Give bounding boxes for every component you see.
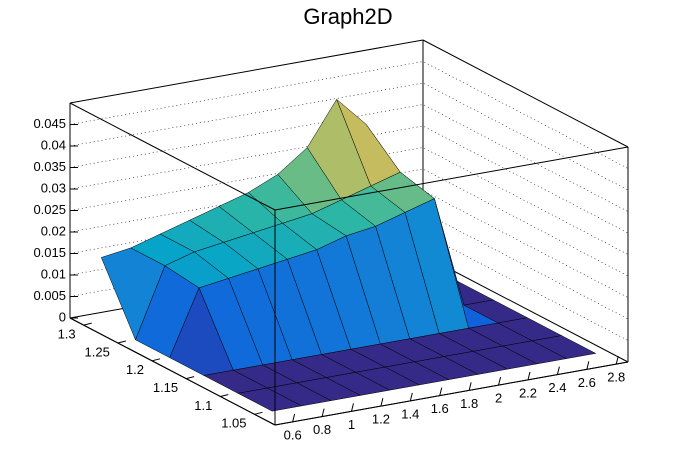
grid-line <box>69 61 629 169</box>
z-tick-label: 0.03 <box>41 180 66 195</box>
x-tick-label: 2.8 <box>607 370 625 385</box>
y-tick <box>186 376 195 380</box>
grid-line <box>69 125 629 234</box>
x-tick-label: 1.4 <box>401 406 419 421</box>
z-tick-label: 0.01 <box>41 266 66 281</box>
x-tick-label: 1.8 <box>460 396 478 411</box>
z-tick-label: 0.015 <box>33 245 66 260</box>
grid-line <box>69 211 629 320</box>
box-edge <box>69 102 276 211</box>
y-tick <box>254 411 263 415</box>
x-tick <box>527 371 531 380</box>
x-tick <box>615 355 619 365</box>
y-tick-label: 1.05 <box>221 416 246 431</box>
x-tick-label: 0.6 <box>284 427 302 442</box>
x-tick <box>556 366 560 375</box>
x-tick-label: 2.6 <box>578 375 596 390</box>
x-tick <box>350 403 354 412</box>
surface-cell <box>237 387 303 412</box>
y-axis <box>69 317 276 426</box>
x-tick <box>586 361 590 370</box>
x-axis <box>274 361 629 426</box>
y-tick-label: 1.2 <box>126 362 144 377</box>
y-tick-label: 1.3 <box>58 327 76 342</box>
grid-line <box>69 82 629 191</box>
x-tick-label: 0.8 <box>313 422 331 437</box>
y-tick-label: 1.25 <box>85 344 110 359</box>
x-tick-label: 1.2 <box>372 412 390 427</box>
x-tick-label: 1.6 <box>431 401 449 416</box>
z-tick-label: 0.04 <box>41 137 66 152</box>
y-tick-label: 1.1 <box>194 398 212 413</box>
grid-line <box>69 190 629 298</box>
grid-line <box>69 254 629 363</box>
box-edge <box>422 39 629 148</box>
grid-line <box>69 104 629 212</box>
grid-line <box>69 147 629 255</box>
y-tick <box>83 322 92 326</box>
y-tick <box>117 340 126 344</box>
chart-title: Graph2D <box>303 4 392 29</box>
x-tick-label: 1 <box>348 417 355 432</box>
x-tick <box>292 413 296 422</box>
y-tick <box>220 393 229 397</box>
x-tick-label: 2 <box>495 391 502 406</box>
x-tick <box>468 382 472 391</box>
grid-line <box>69 168 629 277</box>
z-tick-label: 0 <box>59 309 66 324</box>
z-tick-label: 0.035 <box>33 159 66 174</box>
z-tick-label: 0.005 <box>33 288 66 303</box>
x-tick-label: 2.2 <box>519 385 537 400</box>
y-tick-label: 1.15 <box>153 380 178 395</box>
box-edge <box>274 146 629 211</box>
x-tick <box>380 397 384 407</box>
z-tick-label: 0.02 <box>41 223 66 238</box>
z-tick-label: 0.045 <box>33 116 66 131</box>
box-edge <box>69 39 424 104</box>
x-tick <box>409 392 413 401</box>
x-tick <box>498 376 502 386</box>
box-edge <box>422 254 629 363</box>
y-tick <box>151 358 161 362</box>
x-tick <box>321 408 325 417</box>
z-tick-label: 0.025 <box>33 202 66 217</box>
x-tick-label: 2.4 <box>548 380 566 395</box>
grid-line <box>69 233 629 341</box>
x-tick <box>439 387 443 396</box>
